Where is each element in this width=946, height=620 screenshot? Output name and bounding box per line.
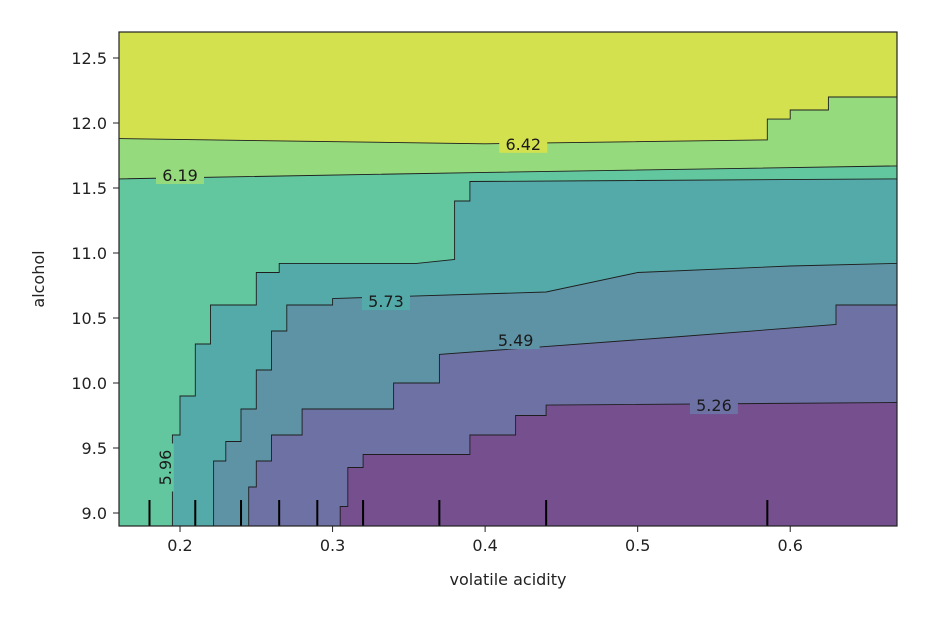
x-axis-label: volatile acidity [450,570,567,589]
contour-label: 6.42 [499,134,548,154]
decile-markers [148,500,769,526]
y-tick-label: 11.0 [71,244,107,263]
contour-label-text: 6.42 [505,135,541,154]
contour-label-text: 5.26 [696,396,732,415]
contour-label-text: 6.19 [162,166,198,185]
y-axis-label: alcohol [29,250,48,307]
y-tick-label: 10.0 [71,374,107,393]
x-tick-label: 0.4 [472,536,497,555]
contour-fills [119,32,897,526]
contour-fill-region [119,32,897,144]
x-tick-label: 0.5 [625,536,650,555]
x-tick-label: 0.3 [320,536,345,555]
contour-line [171,178,897,526]
contour-line [339,402,897,526]
y-tick-label: 12.0 [71,114,107,133]
contour-labels: 5.26 5.49 5.73 5.96 6.19 6.42 [155,134,738,492]
contour-label-text: 5.49 [498,331,534,350]
contour-label-text: 5.73 [368,292,404,311]
contour-label: 5.96 [155,443,175,492]
y-tick-label: 9.0 [82,504,107,523]
contour-label-text: 5.96 [156,450,175,486]
contour-line [119,96,897,145]
contour-line [213,262,897,526]
contour-label: 5.26 [689,396,738,415]
y-axis: 9.0 9.5 10.0 10.5 11.0 11.5 12.0 12.5 [71,49,119,523]
contour-label: 5.73 [361,292,410,311]
contour-line [248,304,897,526]
y-tick-label: 11.5 [71,179,107,198]
plot-frame [118,31,898,527]
contour-label: 6.19 [156,166,205,185]
y-tick-label: 10.5 [71,309,107,328]
contour-line [119,165,897,180]
x-tick-label: 0.6 [777,536,802,555]
contour-label: 5.49 [491,331,540,350]
x-tick-label: 0.2 [167,536,192,555]
x-axis: 0.2 0.3 0.4 0.5 0.6 [167,526,803,555]
contour-lines [119,96,897,526]
y-tick-label: 9.5 [82,439,107,458]
y-tick-label: 12.5 [71,49,107,68]
